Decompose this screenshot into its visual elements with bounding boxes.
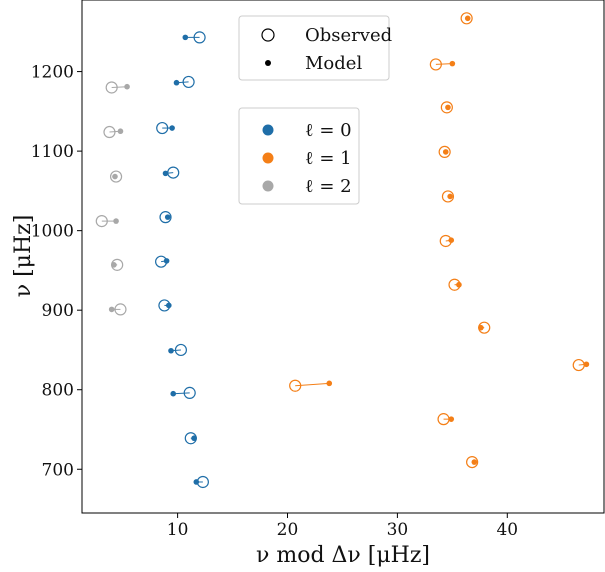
y-tick-label: 800 <box>42 381 74 401</box>
l1-observed-point <box>429 58 442 71</box>
l1-model-point <box>449 60 456 67</box>
l1-observed-point <box>460 12 473 25</box>
l0-observed-point <box>159 211 172 224</box>
l1-model-point <box>448 416 455 422</box>
legend-l0-label: ℓ = 0 <box>305 120 352 141</box>
y-tick-label: 900 <box>42 301 74 321</box>
legend-l1-label: ℓ = 1 <box>305 148 352 169</box>
l0-model-point <box>170 390 177 397</box>
legend-model-marker <box>265 60 271 66</box>
l1-model-point <box>456 281 462 288</box>
l2-observed-point <box>114 303 127 316</box>
l1-model-point <box>583 361 590 368</box>
legend-l2-marker <box>262 180 274 192</box>
l1-model-point <box>442 149 449 155</box>
l0-model-point <box>168 347 174 354</box>
legend-l0-marker <box>262 124 274 136</box>
l0-model-point <box>182 34 189 41</box>
legend-observed-marker <box>261 28 275 42</box>
axis-ticks: 10 20 30 40 700 800 900 1000 1100 1200 <box>31 63 518 540</box>
l0-model-point <box>166 302 172 309</box>
l0-observed-point <box>182 75 195 89</box>
legend-l2-label: ℓ = 2 <box>305 176 352 197</box>
l0-model-point <box>173 79 180 86</box>
legend-l1-marker <box>262 152 274 164</box>
legend-observed-label: Observed <box>305 25 392 46</box>
l1-observed-point <box>441 190 455 203</box>
x-tick-label: 40 <box>496 520 518 540</box>
y-tick-label: 1200 <box>31 63 74 83</box>
x-tick-label: 20 <box>277 520 299 540</box>
legend-model-label: Model <box>305 53 362 74</box>
l2-model-point <box>112 173 118 180</box>
l1-model-point <box>447 193 453 200</box>
l0-observed-point <box>174 343 188 357</box>
x-tick-label: 10 <box>167 520 189 540</box>
l1-model-point <box>471 459 478 465</box>
y-axis-label: ν [μHz] <box>11 215 36 298</box>
marker-legend-box <box>238 15 390 81</box>
l1-model-point <box>478 324 484 331</box>
marker-legend: Observed Model <box>238 15 392 81</box>
l1-observed-point <box>438 145 451 159</box>
l1-observed-point <box>466 455 479 469</box>
l1-model-point <box>326 380 333 387</box>
l2-observed-point <box>109 170 123 183</box>
l0-model-point <box>162 170 169 177</box>
l2-observed-point <box>105 81 118 94</box>
l2-model-point <box>108 306 115 313</box>
connector-lines <box>101 17 587 483</box>
l1-observed-point <box>440 101 453 114</box>
l2-model-point <box>113 218 119 224</box>
l0-model-point <box>191 435 197 442</box>
data-marks <box>95 12 590 489</box>
x-tick-label: 30 <box>387 520 409 540</box>
l2-observed-point <box>95 215 108 228</box>
y-tick-label: 1100 <box>31 142 74 162</box>
l0-model-point <box>164 214 171 220</box>
l2-model-point <box>117 128 124 135</box>
l0-observed-point <box>193 31 206 44</box>
l0-observed-point <box>156 121 169 135</box>
l1-model-point <box>445 104 451 111</box>
x-axis-label: ν mod Δν [μHz] <box>256 543 430 568</box>
l2-model-point <box>111 262 117 268</box>
l0-observed-point <box>183 386 196 400</box>
l0-model-point <box>169 125 175 131</box>
plot-frame <box>81 0 605 514</box>
y-tick-label: 700 <box>42 460 74 480</box>
l1-observed-point <box>289 379 302 392</box>
l0-model-point <box>163 258 170 264</box>
l1-model-point <box>464 15 471 22</box>
degree-legend: ℓ = 0 ℓ = 1 ℓ = 2 <box>238 107 360 205</box>
l1-model-point <box>448 237 455 243</box>
l0-model-point <box>193 479 200 485</box>
y-tick-label: 1000 <box>31 222 74 242</box>
l2-observed-point <box>103 125 116 139</box>
l2-model-point <box>124 83 130 90</box>
